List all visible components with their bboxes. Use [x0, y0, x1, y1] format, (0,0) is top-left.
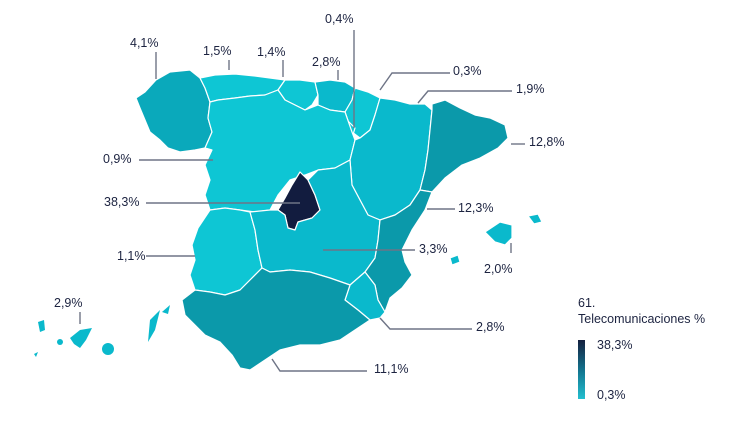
label-aragon: 1,9% — [516, 82, 545, 96]
region-baleares-ibiza[interactable] — [449, 254, 461, 266]
legend-max-label: 38,3% — [597, 338, 633, 352]
legend-number: 61. — [578, 296, 596, 310]
label-comunidad-valenciana: 12,3% — [458, 201, 494, 215]
region-galicia[interactable] — [135, 69, 213, 153]
label-castilla-la-mancha: 3,3% — [419, 242, 448, 256]
label-galicia: 4,1% — [130, 36, 159, 50]
label-canarias: 2,9% — [54, 296, 83, 310]
label-cantabria: 1,4% — [257, 45, 286, 59]
legend: 61. Telecomunicaciones % 38,3% 0,3% — [578, 295, 738, 402]
leader-lines — [79, 30, 525, 372]
label-la-rioja: 0,4% — [325, 12, 354, 26]
label-navarra: 0,3% — [453, 64, 482, 78]
label-murcia: 2,8% — [476, 320, 505, 334]
label-asturias: 1,5% — [203, 44, 232, 58]
region-baleares-mallorca[interactable] — [484, 221, 513, 246]
region-cataluna[interactable] — [419, 99, 509, 193]
label-cataluna: 12,8% — [529, 135, 565, 149]
label-pais-vasco: 2,8% — [312, 55, 341, 69]
legend-min-label: 0,3% — [597, 388, 626, 402]
label-madrid: 38,3% — [104, 195, 140, 209]
legend-color-scale — [578, 340, 585, 399]
label-baleares: 2,0% — [484, 262, 513, 276]
region-baleares-menorca[interactable] — [527, 213, 543, 225]
label-extremadura: 1,1% — [117, 249, 146, 263]
region-canarias[interactable] — [34, 305, 170, 357]
region-andalucia[interactable] — [181, 267, 371, 371]
label-andalucia: 11,1% — [374, 362, 409, 376]
legend-title: Telecomunicaciones % — [578, 312, 706, 326]
label-castilla-y-leon: 0,9% — [103, 152, 132, 166]
